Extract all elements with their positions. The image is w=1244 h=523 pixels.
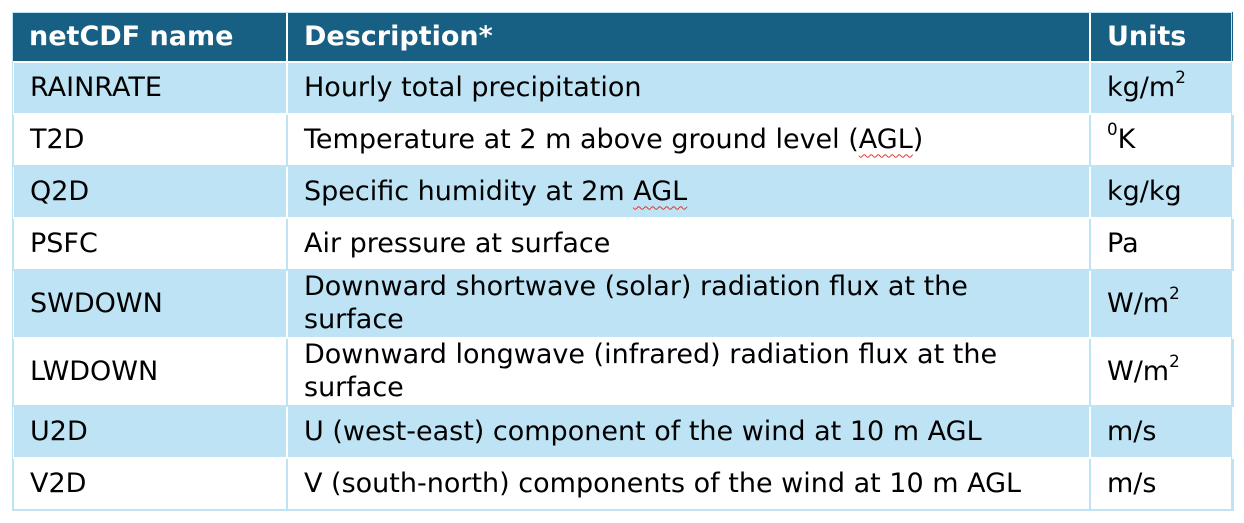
unit-exponent-superscript: 2 — [1169, 283, 1180, 304]
description-text: Hourly total precipitation — [304, 71, 642, 103]
unit-text: m/s — [1107, 415, 1157, 447]
table-row: RAINRATE Hourly total precipitation kg/m2 — [12, 61, 1234, 115]
description-text: Air pressure at surface — [304, 227, 611, 259]
cell-netcdf-name: PSFC — [12, 217, 288, 271]
cell-netcdf-name: SWDOWN — [12, 269, 288, 339]
unit-text: W/m — [1107, 287, 1170, 319]
header-row: netCDF name Description* Units — [13, 12, 1233, 62]
cell-units: Pa — [1089, 217, 1234, 271]
unit-text: m/s — [1107, 467, 1157, 499]
unit-text: K — [1117, 123, 1136, 155]
cell-netcdf-name: V2D — [12, 457, 288, 511]
header-netcdf-name: netCDF name — [13, 12, 288, 62]
cell-units: kg/m2 — [1089, 61, 1234, 115]
cell-units: W/m2 — [1089, 337, 1234, 407]
cell-units: 0K — [1089, 113, 1234, 167]
variables-table: netCDF name Description* Units RAINRATE H… — [12, 12, 1234, 511]
cell-description: Air pressure at surface — [286, 217, 1091, 271]
table-row: T2D Temperature at 2 m above ground level… — [12, 113, 1234, 167]
cell-units: m/s — [1089, 457, 1234, 511]
table-row: PSFC Air pressure at surface Pa — [12, 217, 1234, 271]
unit-text: Pa — [1107, 227, 1139, 259]
description-text: Temperature at 2 m above ground level ( — [304, 123, 859, 155]
table-row: V2D V (south-north) components of the win… — [12, 457, 1234, 511]
cell-netcdf-name: T2D — [12, 113, 288, 167]
table-row: SWDOWN Downward shortwave (solar) radiati… — [12, 269, 1234, 339]
description-text: Downward longwave (infrared) radiation f… — [304, 339, 998, 403]
cell-description: Downward shortwave (solar) radiation flu… — [286, 269, 1091, 339]
description-text-tail: ) — [912, 123, 924, 155]
cell-units: W/m2 — [1089, 269, 1234, 339]
cell-description: Hourly total precipitation — [286, 61, 1091, 115]
table-header: netCDF name Description* Units — [13, 12, 1233, 62]
table-row: U2D U (west-east) component of the wind a… — [12, 405, 1234, 459]
cell-description: U (west-east) component of the wind at 1… — [286, 405, 1091, 459]
unit-exponent-superscript: 2 — [1169, 351, 1180, 372]
unit-text: kg/kg — [1107, 175, 1182, 207]
cell-netcdf-name: Q2D — [12, 165, 288, 219]
cell-description: Specific humidity at 2m AGL — [286, 165, 1091, 219]
description-text: U (west-east) component of the wind at 1… — [304, 415, 982, 447]
cell-units: m/s — [1089, 405, 1234, 459]
spellcheck-flagged-word: AGL — [633, 175, 688, 207]
header-description: Description* — [287, 12, 1091, 62]
unit-text: W/m — [1107, 355, 1170, 387]
header-units: Units — [1090, 12, 1233, 62]
table-row: Q2D Specific humidity at 2m AGL kg/kg — [12, 165, 1234, 219]
cell-description: V (south-north) components of the wind a… — [286, 457, 1091, 511]
table-body: RAINRATE Hourly total precipitation kg/m2 T… — [12, 61, 1234, 511]
description-text: Downward shortwave (solar) radiation flu… — [304, 271, 968, 335]
cell-description: Downward longwave (infrared) radiation f… — [286, 337, 1091, 407]
cell-description: Temperature at 2 m above ground level (A… — [286, 113, 1091, 167]
unit-text: kg/m — [1107, 71, 1176, 103]
unit-exponent-superscript: 2 — [1175, 67, 1186, 88]
cell-netcdf-name: RAINRATE — [12, 61, 288, 115]
cell-units: kg/kg — [1089, 165, 1234, 219]
unit-prefix-superscript: 0 — [1107, 119, 1118, 140]
description-text: Specific humidity at 2m — [304, 175, 634, 207]
spellcheck-flagged-word: AGL — [858, 123, 913, 155]
description-text: V (south-north) components of the wind a… — [304, 467, 1022, 499]
table-row: LWDOWN Downward longwave (infrared) radia… — [12, 337, 1234, 407]
cell-netcdf-name: U2D — [12, 405, 288, 459]
cell-netcdf-name: LWDOWN — [12, 337, 288, 407]
